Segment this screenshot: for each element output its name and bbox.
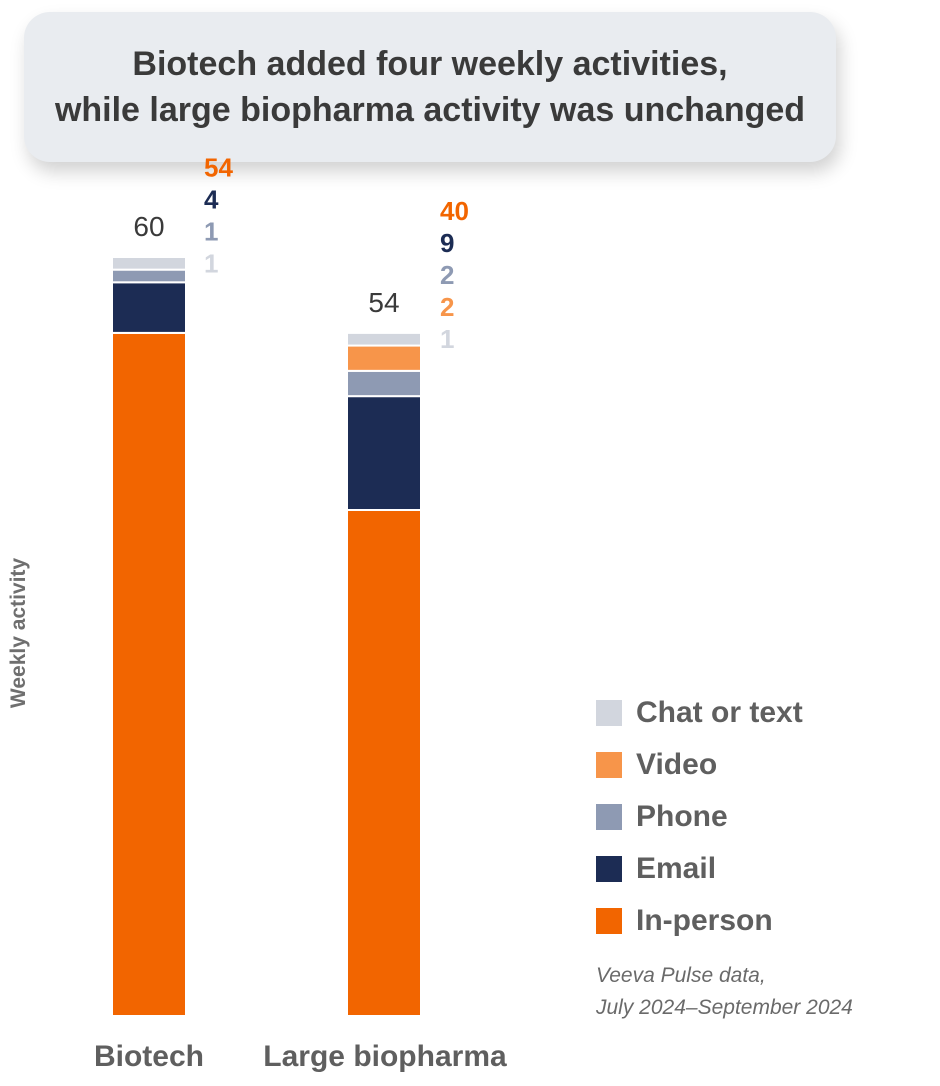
legend-swatch-phone — [596, 804, 622, 830]
value-label-large-biopharma-chat-or-text: 1 — [440, 324, 454, 354]
legend-label-in-person: In-person — [636, 904, 773, 937]
bar-large-biopharma-phone — [346, 369, 422, 398]
legend-item-phone: Phone — [596, 791, 803, 843]
bar-biotech-chat-or-text — [111, 256, 187, 271]
category-label-biotech: Biotech — [94, 1040, 204, 1073]
legend-swatch-email — [596, 856, 622, 882]
bar-biotech-email — [111, 281, 187, 334]
bar-biotech-in-person — [111, 331, 187, 1017]
bar-large-biopharma-video — [346, 344, 422, 372]
bar-large-biopharma-email — [346, 395, 422, 511]
source-note: Veeva Pulse data, July 2024–September 20… — [596, 960, 853, 1024]
legend-label-phone: Phone — [636, 800, 728, 833]
source-line-1: Veeva Pulse data, — [596, 964, 766, 987]
category-label-large-biopharma: Large biopharma — [263, 1040, 507, 1073]
legend-item-email: Email — [596, 843, 803, 895]
legend-swatch-video — [596, 752, 622, 778]
value-label-biotech-email: 4 — [204, 184, 219, 214]
bar-large-biopharma-in-person — [346, 509, 422, 1017]
chart-title-line-1: Biotech added four weekly activities, — [132, 45, 728, 83]
value-label-large-biopharma-video: 2 — [440, 292, 454, 322]
bar-biotech-phone — [111, 268, 187, 284]
legend-item-video: Video — [596, 739, 803, 791]
legend-label-email: Email — [636, 852, 717, 885]
chart-title-line-2: while large biopharma activity was uncha… — [54, 91, 806, 129]
chart-title-box: Biotech added four weekly activities, wh… — [24, 12, 836, 162]
legend-item-chat-or-text: Chat or text — [596, 687, 803, 739]
value-label-biotech-in-person: 54 — [204, 152, 233, 182]
legend-swatch-chat-or-text — [596, 700, 622, 726]
value-label-large-biopharma-email: 9 — [440, 228, 454, 258]
legend-label-video: Video — [636, 748, 718, 781]
legend-swatch-in-person — [596, 908, 622, 934]
value-label-large-biopharma-phone: 2 — [440, 260, 454, 290]
value-label-biotech-chat-or-text: 1 — [204, 248, 218, 278]
y-axis-label: Weekly activity — [7, 557, 30, 709]
source-line-2: July 2024–September 2024 — [596, 996, 853, 1019]
bar-large-biopharma-chat-or-text — [346, 331, 422, 347]
total-label-large-biopharma: 54 — [368, 287, 399, 318]
legend-item-in-person: In-person — [596, 895, 803, 947]
value-label-biotech-phone: 1 — [204, 216, 218, 246]
total-label-biotech: 60 — [133, 211, 164, 242]
legend-label-chat-or-text: Chat or text — [636, 696, 803, 729]
value-label-large-biopharma-in-person: 40 — [440, 196, 469, 226]
legend: Chat or text Video Phone Email In-person — [596, 687, 803, 947]
